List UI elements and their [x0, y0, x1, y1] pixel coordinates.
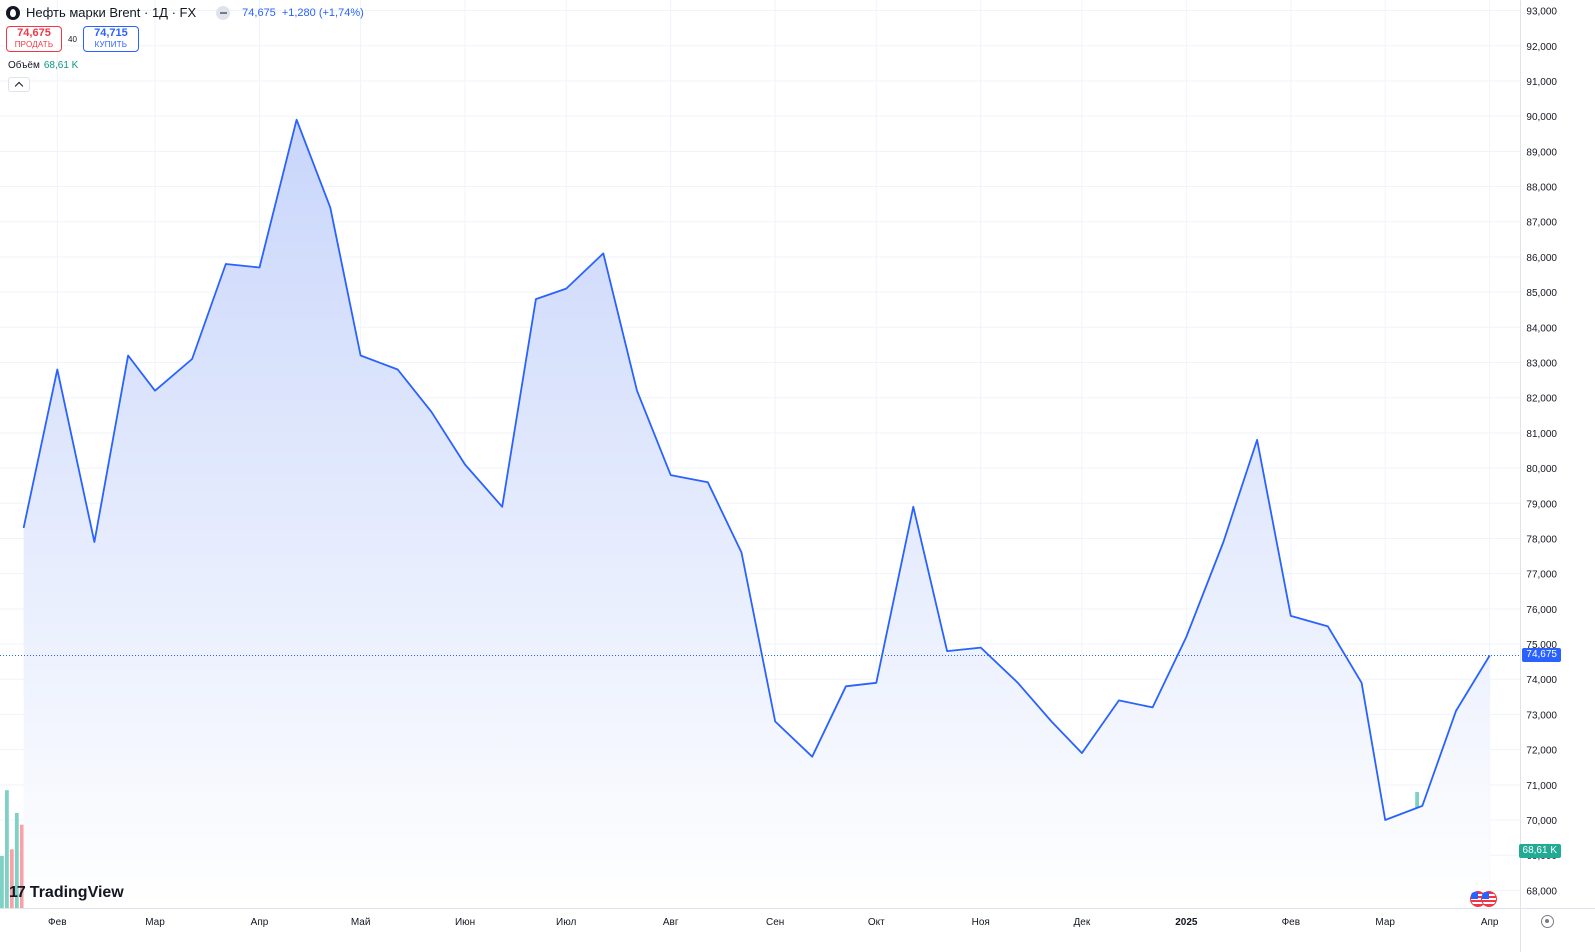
y-tick-label: 78,000 [1526, 534, 1557, 545]
price-area [23, 119, 1490, 908]
y-tick-label: 90,000 [1526, 112, 1557, 123]
volume-bar [14, 813, 19, 908]
y-tick-label: 88,000 [1526, 183, 1557, 194]
buy-button[interactable]: 74,715 КУПИТЬ [82, 26, 139, 52]
y-tick-label: 91,000 [1526, 77, 1557, 88]
volume-value: 68,61 K [43, 60, 79, 71]
symbol-legend: Нефть марки Brent · 1Д · FX 74,675 +1,28… [6, 5, 364, 20]
tradingview-logo[interactable]: 17 TradingView [9, 884, 124, 902]
y-tick-label: 93,000 [1526, 7, 1557, 18]
sell-button[interactable]: 74,675 ПРОДАТЬ [6, 26, 62, 52]
y-tick-label: 83,000 [1526, 358, 1557, 369]
buy-price: 74,715 [94, 27, 128, 39]
x-axis[interactable]: Фев Мар Апр Май Июн Июл Авг Сен Окт Ноя Дек 2025 Фев… [48, 917, 1499, 928]
sell-label: ПРОДАТЬ [14, 40, 54, 49]
x-tick-label: Окт [868, 917, 885, 928]
trade-buttons: 74,675 ПРОДАТЬ 40 74,715 КУПИТЬ [6, 26, 139, 52]
y-tick-label: 75,000 [1526, 640, 1557, 651]
y-tick-label: 74,000 [1526, 675, 1557, 686]
y-tick-label: 71,000 [1526, 781, 1557, 792]
x-tick-label: 2025 [1175, 917, 1198, 928]
x-tick-label: Май [351, 917, 371, 928]
chevron-up-icon[interactable] [8, 77, 30, 92]
y-tick-label: 86,000 [1526, 253, 1557, 264]
sell-price: 74,675 [17, 27, 51, 39]
y-tick-label: 89,000 [1526, 147, 1557, 158]
last-price-tag: 74,675 [1522, 648, 1561, 663]
brand-name: TradingView [29, 884, 124, 901]
x-tick-label: Фев [1282, 917, 1300, 928]
y-axis[interactable]: 68,00069,00070,00071,00072,00073,00074,0… [1526, 7, 1557, 898]
x-tick-label: Мар [145, 917, 165, 928]
price-line [22, 118, 1491, 821]
tradingview-logo-icon: 17 [9, 884, 26, 901]
legend-last-price: 74,675 [242, 6, 276, 19]
y-tick-label: 79,000 [1526, 499, 1557, 510]
x-tick-label: Дек [1074, 917, 1091, 928]
x-tick-label: Авг [663, 917, 679, 928]
volume-bar [9, 849, 14, 908]
y-tick-label: 72,000 [1526, 746, 1557, 757]
x-tick-label: Июн [455, 917, 475, 928]
y-tick-label: 85,000 [1526, 288, 1557, 299]
y-tick-label: 73,000 [1526, 710, 1557, 721]
y-tick-label: 76,000 [1526, 605, 1557, 616]
oil-drop-icon [6, 5, 20, 20]
legend-change: +1,280 (+1,74%) [281, 6, 364, 19]
minus-icon[interactable] [216, 5, 231, 20]
y-tick-label: 92,000 [1526, 42, 1557, 53]
volume-bar [19, 824, 24, 908]
y-tick-label: 68,000 [1526, 886, 1557, 897]
y-tick-label: 70,000 [1526, 816, 1557, 827]
spread-value: 40 [68, 34, 77, 44]
volume-bar [0, 856, 4, 908]
x-tick-label: Сен [766, 917, 784, 928]
x-tick-label: Ноя [972, 917, 990, 928]
volume-bar [5, 790, 9, 908]
y-tick-label: 81,000 [1526, 429, 1557, 440]
y-tick-label: 77,000 [1526, 570, 1557, 581]
x-tick-label: Фев [48, 917, 66, 928]
y-tick-label: 84,000 [1526, 323, 1557, 334]
volume-tag: 68,61 K [1518, 844, 1561, 858]
volume-legend: Объём 68,61 K [8, 60, 78, 71]
x-tick-label: Апр [251, 917, 269, 928]
x-tick-label: Апр [1481, 917, 1499, 928]
buy-label: КУПИТЬ [94, 40, 128, 49]
us-flag-icon[interactable] [1470, 890, 1500, 908]
volume-label: Объём [8, 60, 40, 71]
x-tick-label: Мар [1375, 917, 1395, 928]
y-tick-label: 82,000 [1526, 394, 1557, 405]
gear-icon[interactable] [1541, 915, 1554, 928]
symbol-title[interactable]: Нефть марки Brent · 1Д · FX [26, 5, 197, 20]
y-tick-label: 80,000 [1526, 464, 1557, 475]
x-tick-label: Июл [556, 917, 576, 928]
y-tick-label: 87,000 [1526, 218, 1557, 229]
flag-icon [1481, 891, 1497, 907]
